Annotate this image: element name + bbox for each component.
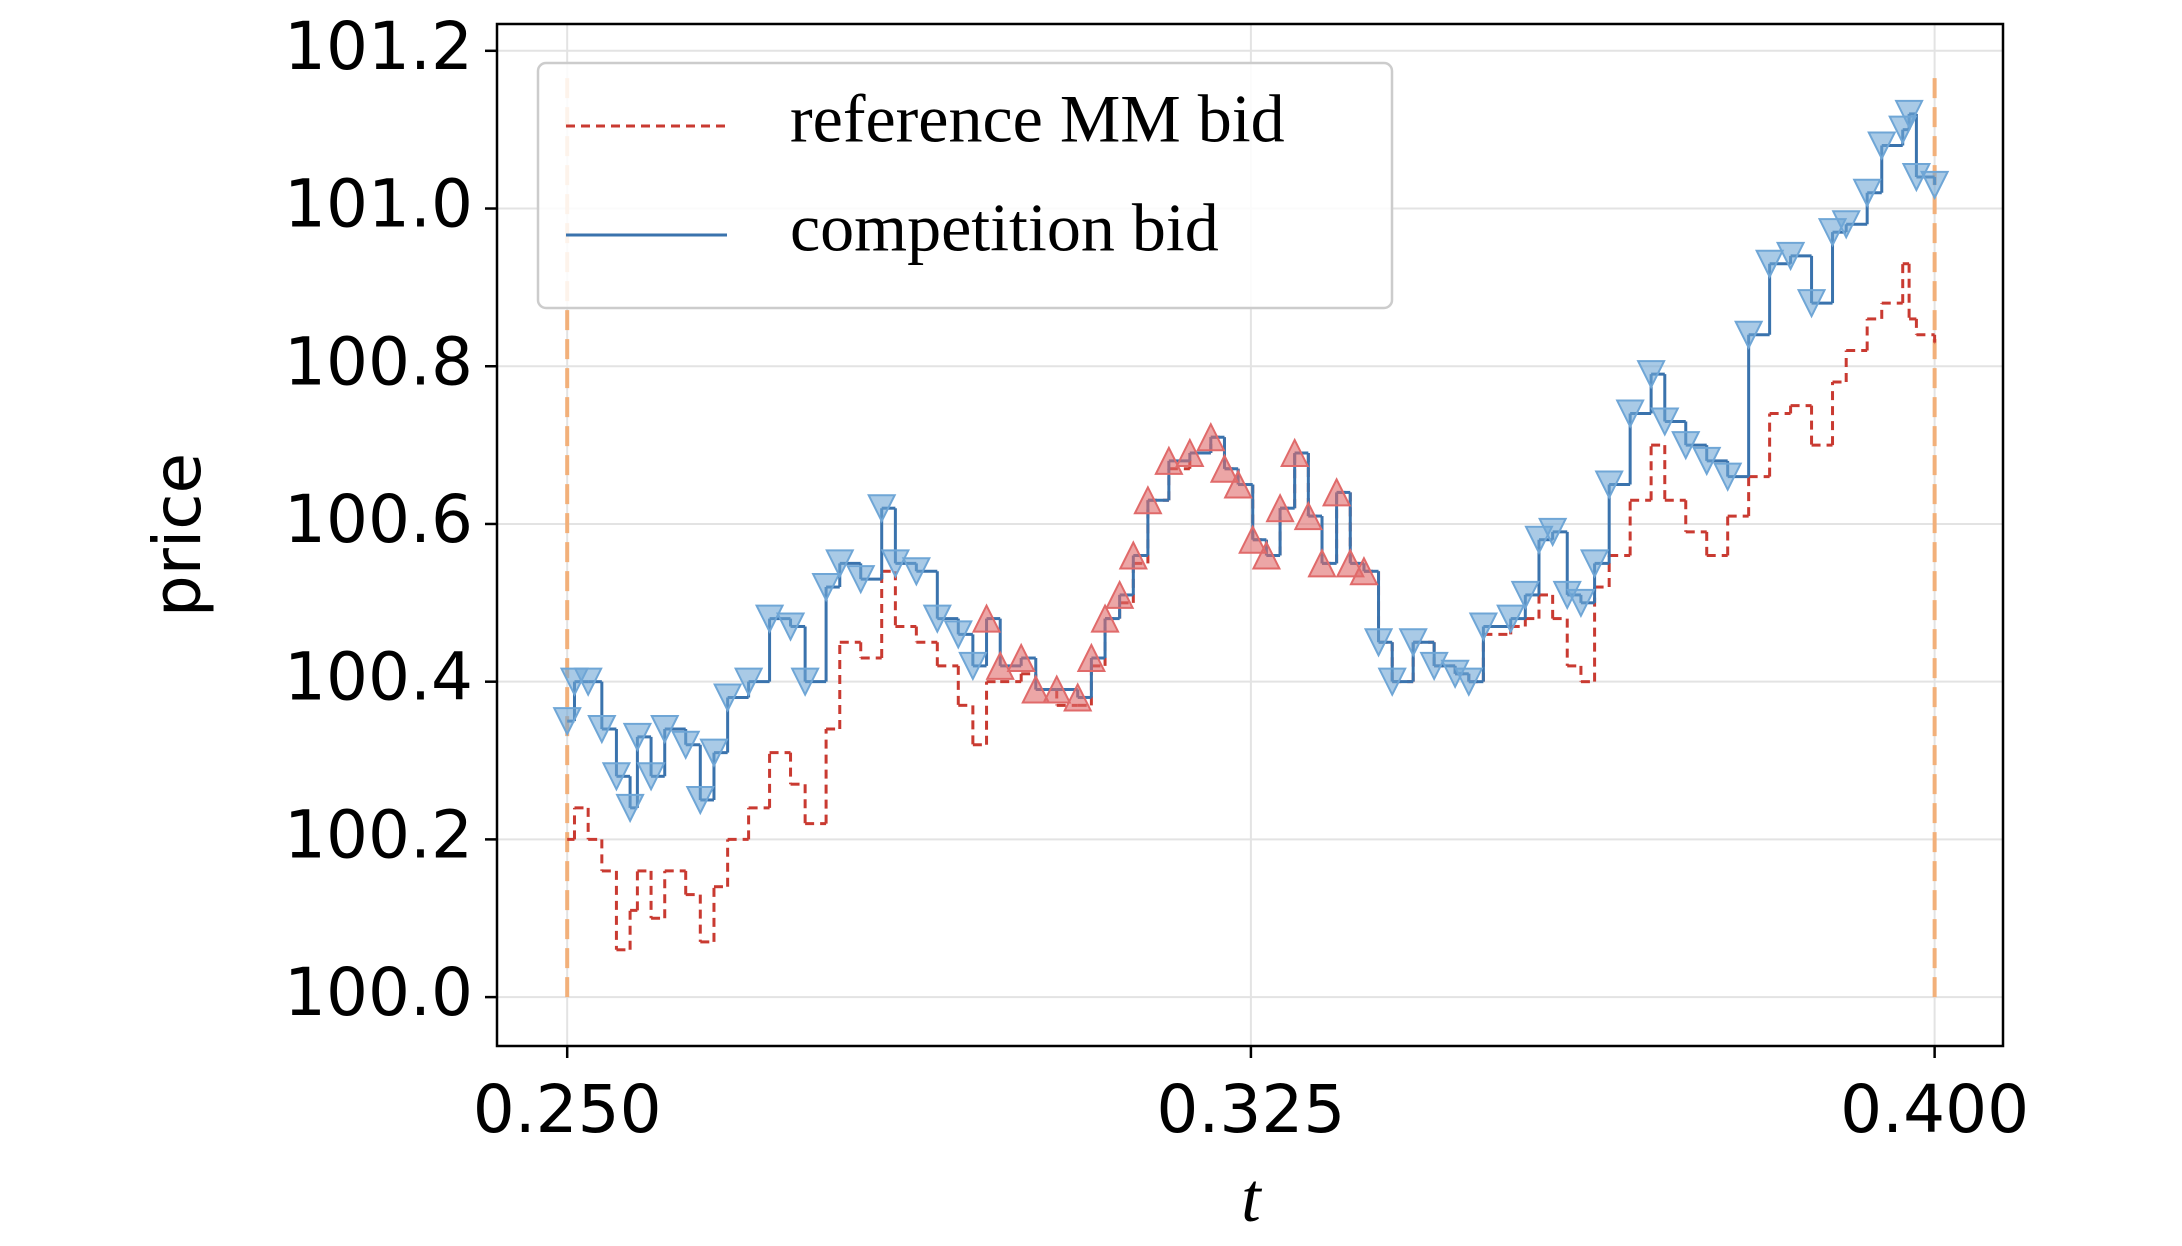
marker	[587, 714, 617, 745]
marker	[1594, 470, 1624, 500]
marker	[1209, 453, 1240, 483]
legend-box	[536, 61, 1394, 310]
marker	[1894, 99, 1924, 130]
x-axis-label: t	[1241, 1160, 1262, 1237]
marker	[1090, 603, 1120, 633]
marker	[1636, 360, 1666, 390]
legend-label: reference MM bid	[790, 81, 1285, 157]
marker	[1307, 548, 1337, 578]
marker	[1615, 399, 1645, 429]
marker	[1734, 320, 1764, 350]
marker	[1692, 446, 1722, 477]
marker	[1454, 667, 1484, 697]
marker	[985, 650, 1015, 680]
marker	[1133, 485, 1163, 515]
marker	[1510, 580, 1540, 611]
marker	[1063, 682, 1093, 712]
marker	[636, 762, 666, 792]
x-tick-label: 0.250	[473, 1071, 662, 1148]
marker	[1118, 540, 1148, 570]
marker	[846, 565, 876, 595]
marker	[790, 667, 820, 697]
marker	[958, 651, 988, 682]
marker	[754, 604, 785, 634]
marker	[1796, 289, 1827, 319]
marker	[1196, 421, 1226, 452]
marker	[1920, 170, 1950, 201]
marker	[1335, 548, 1365, 578]
marker	[615, 793, 645, 824]
marker	[1251, 540, 1282, 570]
marker	[1321, 477, 1352, 507]
marker	[1524, 525, 1554, 555]
marker	[1468, 612, 1498, 642]
marker	[1538, 517, 1568, 548]
x-tick-label: 0.400	[1840, 1071, 2029, 1148]
y-tick-label: 100.4	[284, 639, 473, 716]
marker	[601, 762, 632, 792]
plot-area	[552, 70, 1950, 998]
marker	[880, 549, 910, 579]
marker	[699, 738, 729, 768]
marker	[1650, 407, 1680, 437]
y-tick-label: 100.0	[284, 954, 473, 1031]
marker	[825, 549, 855, 579]
marker	[1021, 674, 1051, 704]
marker	[1293, 500, 1323, 531]
marker	[901, 557, 931, 587]
marker	[1566, 588, 1596, 619]
marker	[1175, 437, 1205, 467]
y-axis-label: price	[139, 453, 216, 617]
marker	[1042, 674, 1072, 704]
marker	[1579, 549, 1610, 579]
marker	[1713, 462, 1743, 492]
marker	[811, 573, 841, 603]
legend-label: competition bid	[790, 190, 1219, 266]
x-tick-label: 0.325	[1156, 1071, 1345, 1148]
marker	[1901, 162, 1932, 193]
marker	[1076, 642, 1106, 673]
marker	[971, 603, 1002, 633]
marker	[573, 667, 603, 697]
marker	[1377, 667, 1407, 697]
marker	[1154, 445, 1184, 475]
marker	[943, 620, 973, 650]
marker	[733, 667, 764, 697]
marker	[1223, 469, 1253, 499]
y-tick-label: 100.6	[284, 481, 473, 558]
marker	[1867, 131, 1897, 161]
marker	[650, 714, 680, 745]
marker	[671, 730, 701, 760]
marker	[1398, 628, 1428, 658]
marker	[1817, 218, 1848, 248]
marker	[922, 604, 952, 634]
marker	[1105, 579, 1135, 609]
y-tick-label: 100.8	[284, 323, 473, 400]
marker	[1671, 431, 1701, 461]
marker	[1349, 556, 1379, 586]
marker	[713, 683, 743, 713]
y-tick-label: 101.0	[284, 166, 473, 243]
y-tick-label: 100.2	[284, 796, 473, 873]
marker	[1363, 628, 1394, 658]
legend: reference MM bid competition bid	[536, 61, 1394, 310]
marker	[552, 707, 582, 737]
marker	[867, 494, 897, 524]
marker	[622, 722, 653, 753]
marker	[685, 785, 715, 816]
axes: 100.0 100.2 100.4 100.6 100.8 101.0 101.2 0.250…	[284, 8, 2029, 1148]
marker	[1852, 178, 1882, 208]
y-tick-label: 101.2	[284, 8, 473, 85]
marker	[1265, 492, 1295, 523]
marker	[775, 612, 806, 642]
marker	[1006, 642, 1036, 673]
marker	[1755, 249, 1785, 279]
marker	[1831, 210, 1861, 240]
marker	[1238, 524, 1268, 554]
marker	[1419, 651, 1449, 682]
marker	[1496, 604, 1526, 634]
marker	[1775, 241, 1806, 272]
marker	[1280, 437, 1310, 467]
